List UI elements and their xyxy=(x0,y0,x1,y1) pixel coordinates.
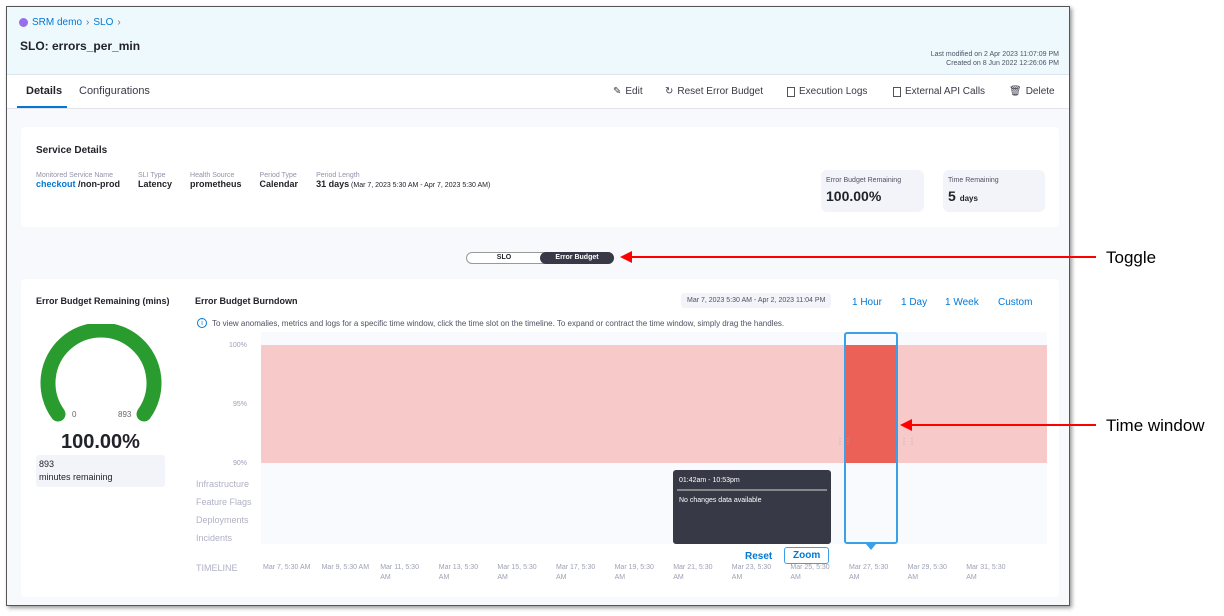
zoom-button[interactable]: Zoom xyxy=(784,547,830,564)
timeline-tooltip: 01:42am - 10:53pm No changes data availa… xyxy=(673,470,831,544)
time-remaining-stat: Time Remaining 5 days xyxy=(943,170,1045,212)
toggle-error-budget[interactable]: Error Budget xyxy=(540,252,614,264)
xtick: Mar 31, 5:30 AM xyxy=(966,564,1006,581)
annotation-time-window: Time window xyxy=(1106,416,1205,435)
row-feature-flags: Feature Flags xyxy=(196,497,252,507)
xtick: Mar 9, 5:30 AM xyxy=(321,564,370,571)
info-icon: i xyxy=(197,318,207,328)
xtick: Mar 21, 5:30 AM xyxy=(673,564,713,581)
xtick: Mar 29, 5:30 AM xyxy=(907,564,947,581)
xtick: Mar 17, 5:30 AM xyxy=(556,564,596,581)
time-window-selector[interactable] xyxy=(844,332,898,544)
window-pointer-icon xyxy=(866,544,876,550)
service-details-title: Service Details xyxy=(36,145,108,156)
trash-icon: 🗑 xyxy=(1009,86,1022,97)
breadcrumb-slo[interactable]: SLO xyxy=(93,17,114,28)
error-budget-remaining-stat: Error Budget Remaining 100.00% xyxy=(821,170,924,212)
xtick: Mar 11, 5:30 AM xyxy=(380,564,419,581)
breadcrumb: SRM demo › SLO › xyxy=(19,17,121,28)
range-1-day[interactable]: 1 Day xyxy=(901,297,928,308)
gauge-arc xyxy=(40,324,162,422)
xtick: Mar 7, 5:30 AM xyxy=(263,564,311,571)
slo-error-budget-toggle[interactable]: SLO Error Budget xyxy=(466,252,614,264)
time-window-fill xyxy=(846,345,896,463)
slo-window: SRM demo › SLO › SLO: errors_per_min Las… xyxy=(6,6,1070,606)
timeline-label: TIMELINE xyxy=(196,563,238,573)
page-title: SLO: errors_per_min xyxy=(20,39,141,53)
toggle-slo[interactable]: SLO xyxy=(496,254,512,261)
ytick: 90% xyxy=(233,460,248,467)
service-fields: Monitored Service Name checkout /non-prod… xyxy=(36,172,491,189)
range-custom[interactable]: Custom xyxy=(998,297,1033,308)
xtick: Mar 19, 5:30 AM xyxy=(614,564,654,581)
service-details-card: Service Details Monitored Service Name ch… xyxy=(21,127,1059,227)
monitored-service-link[interactable]: checkout xyxy=(36,179,76,189)
gauge-max: 893 xyxy=(118,410,132,419)
gauge-percent: 100.00% xyxy=(61,431,140,453)
tab-details[interactable]: Details xyxy=(26,85,63,97)
edit-button[interactable]: ✎ Edit xyxy=(613,86,643,97)
xtick: Mar 23, 5:30 AM xyxy=(731,564,772,581)
row-incidents: Incidents xyxy=(196,533,233,543)
api-icon xyxy=(893,86,901,97)
external-api-calls-button[interactable]: External API Calls xyxy=(893,86,985,97)
gauge-title: Error Budget Remaining (mins) xyxy=(36,296,170,306)
xtick: Mar 25, 5:30 AM xyxy=(790,564,830,581)
error-budget-gauge xyxy=(40,324,162,422)
reset-icon: ↻ xyxy=(665,86,674,97)
reset-button[interactable]: Reset xyxy=(745,551,773,562)
row-deployments: Deployments xyxy=(196,515,249,525)
xtick: Mar 13, 5:30 AM xyxy=(438,564,479,581)
ytick: 95% xyxy=(233,401,248,408)
last-modified: Last modified on 2 Apr 2023 11:07:09 PM xyxy=(930,51,1059,58)
page-header: SRM demo › SLO › SLO: errors_per_min Las… xyxy=(7,7,1069,75)
reset-error-budget-button[interactable]: ↻ Reset Error Budget xyxy=(665,86,763,97)
xtick: Mar 27, 5:30 AM xyxy=(849,564,889,581)
date-range-picker[interactable]: Mar 7, 2023 5:30 AM - Apr 2, 2023 11:04 … xyxy=(681,293,832,308)
burndown-area xyxy=(261,345,1047,463)
left-drag-handle[interactable]: ⋮⋮ xyxy=(836,437,852,446)
active-tab-indicator xyxy=(17,106,67,108)
burndown-title: Error Budget Burndown xyxy=(195,296,298,306)
range-1-hour[interactable]: 1 Hour xyxy=(852,297,883,308)
annotation-toggle: Toggle xyxy=(1106,248,1157,267)
ytick: 100% xyxy=(229,342,247,349)
range-1-week[interactable]: 1 Week xyxy=(945,297,979,308)
document-icon xyxy=(787,86,795,97)
minutes-remaining-box: 893 minutes remaining xyxy=(36,455,165,487)
pencil-icon: ✎ xyxy=(613,86,622,97)
execution-logs-button[interactable]: Execution Logs xyxy=(787,86,867,97)
tab-configurations[interactable]: Configurations xyxy=(79,85,150,97)
xtick: Mar 15, 5:30 AM xyxy=(497,564,537,581)
info-banner: i To view anomalies, metrics and logs fo… xyxy=(197,318,784,328)
right-drag-handle[interactable]: ⋮⋮ xyxy=(900,437,916,446)
tab-bar: Details Configurations ✎ Edit ↻ Reset Erro… xyxy=(7,75,1069,109)
srm-logo-icon xyxy=(19,18,28,27)
burndown-card: Error Budget Remaining (mins) 0 893 100.… xyxy=(21,279,1059,597)
delete-button[interactable]: 🗑 Delete xyxy=(1009,86,1055,97)
row-infrastructure: Infrastructure xyxy=(196,479,250,489)
breadcrumb-srm-demo[interactable]: SRM demo xyxy=(32,17,83,28)
gauge-min: 0 xyxy=(72,410,77,419)
created-on: Created on 8 Jun 2022 12:26:06 PM xyxy=(946,60,1059,67)
